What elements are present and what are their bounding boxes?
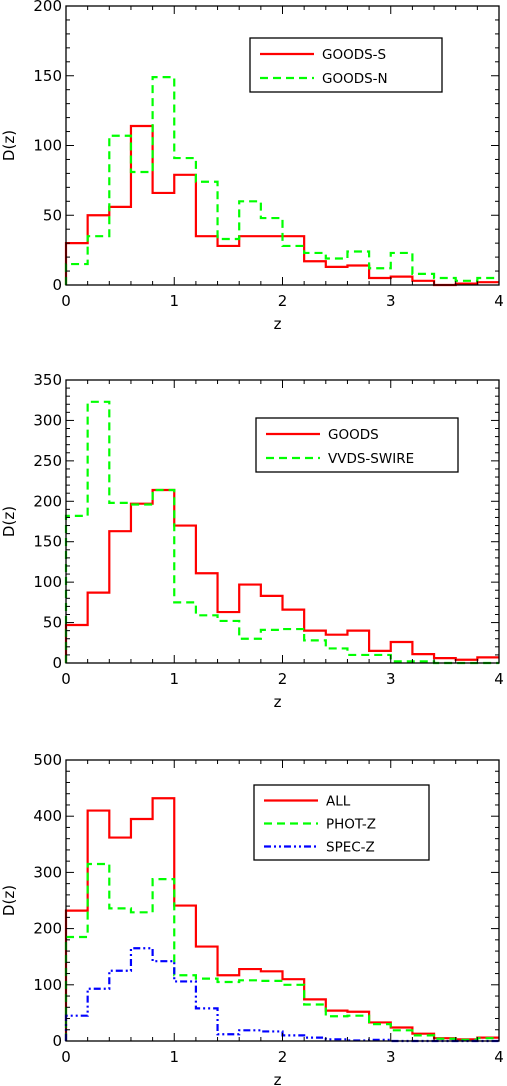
y-tick-label: 300 <box>33 411 62 429</box>
x-tick-label: 4 <box>494 1048 504 1066</box>
y-tick-label: 0 <box>52 1032 62 1050</box>
x-tick-label: 0 <box>61 292 71 310</box>
y-tick-label: 50 <box>43 614 62 632</box>
chart-panel-3: 0 1 2 3 4 0 100 200 300 400 500 z D(z) ALL PHOT-Z SPEC-… <box>0 751 504 1086</box>
series-line-phot-z <box>64 862 499 1041</box>
y-tick-label: 300 <box>33 863 62 881</box>
legend: GOODS-S GOODS-N <box>249 37 443 93</box>
y-axis-label: D(z) <box>0 130 18 161</box>
x-tick-label: 4 <box>494 670 504 688</box>
y-tick-label: 150 <box>33 533 62 551</box>
series-line-goods <box>64 488 499 663</box>
x-axis-label: z <box>274 693 282 711</box>
chart-panel-2: 0 1 2 3 4 0 50 100 150 200 250 300 350 z D(z) GOODS VVDS… <box>0 371 504 711</box>
x-tick-label: 1 <box>169 670 179 688</box>
x-tick-label: 1 <box>169 292 179 310</box>
y-tick-label: 150 <box>33 67 62 85</box>
series-line-goods-n <box>64 76 499 285</box>
legend-label-goods-n: GOODS-N <box>322 71 388 87</box>
series-line-all <box>64 797 499 1041</box>
legend-label-phot-z: PHOT-Z <box>326 817 376 833</box>
y-tick-label: 100 <box>33 573 62 591</box>
y-tick-label: 350 <box>33 371 62 389</box>
x-axis-label: z <box>274 1071 282 1086</box>
x-tick-label: 2 <box>278 1048 288 1066</box>
legend-label-goods-s: GOODS-S <box>322 47 386 63</box>
x-tick-label: 2 <box>278 670 288 688</box>
y-tick-label: 400 <box>33 807 62 825</box>
y-tick-label: 50 <box>43 206 62 224</box>
chart-panel-1: 0 1 2 3 4 0 50 100 150 200 z D(z) GOODS-S GOODS-N <box>0 0 504 333</box>
legend: ALL PHOT-Z SPEC-Z <box>253 784 430 861</box>
y-tick-label: 100 <box>33 137 62 155</box>
y-tick-label: 200 <box>33 0 62 15</box>
y-tick-label: 250 <box>33 452 62 470</box>
x-tick-label: 4 <box>494 292 504 310</box>
legend: GOODS VVDS-SWIRE <box>255 417 459 473</box>
y-tick-label: 0 <box>52 276 62 294</box>
x-axis-label: z <box>274 315 282 333</box>
y-axis-label: D(z) <box>0 885 18 916</box>
y-tick-label: 100 <box>33 976 62 994</box>
x-tick-label: 3 <box>386 1048 396 1066</box>
legend-box <box>255 417 459 473</box>
y-axis-label: D(z) <box>0 506 18 537</box>
y-tick-label: 200 <box>33 492 62 510</box>
y-tick-label: 500 <box>33 751 62 769</box>
x-tick-label: 0 <box>61 670 71 688</box>
legend-box <box>249 37 443 93</box>
series-line-spec-z <box>64 947 499 1043</box>
x-tick-label: 1 <box>169 1048 179 1066</box>
legend-label-all: ALL <box>326 794 351 810</box>
y-tick-label: 200 <box>33 920 62 938</box>
x-tick-label: 0 <box>61 1048 71 1066</box>
x-tick-label: 3 <box>386 670 396 688</box>
legend-label-vvds-swire: VVDS-SWIRE <box>328 451 414 467</box>
series-line-vvds-swire <box>64 400 499 665</box>
x-tick-label: 2 <box>278 292 288 310</box>
y-tick-label: 0 <box>52 654 62 672</box>
x-tick-label: 3 <box>386 292 396 310</box>
legend-label-goods: GOODS <box>328 427 379 443</box>
legend-label-spec-z: SPEC-Z <box>326 840 375 856</box>
